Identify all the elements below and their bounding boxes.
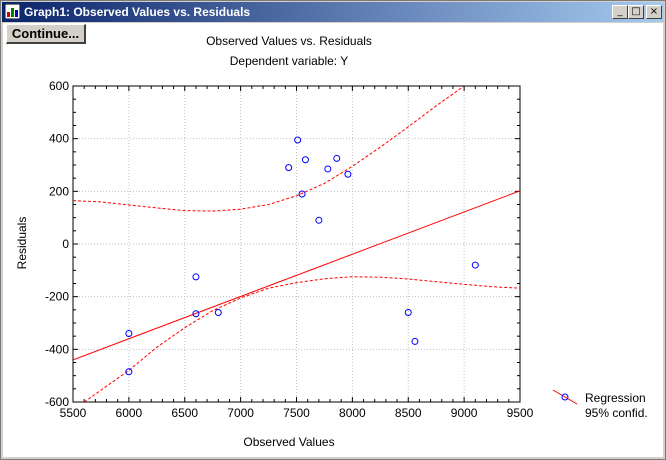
data-point [294,136,302,144]
title-bar[interactable]: Graph1: Observed Values vs. Residuals _ … [2,2,664,22]
y-tick-label: -600 [45,395,69,409]
app-chart-icon [5,4,20,19]
close-button[interactable]: × [646,5,662,19]
data-point [214,308,222,316]
minimize-button[interactable]: _ [612,5,628,19]
legend-confidence-label: 95% confid. [585,406,648,420]
chart-subtitle: Dependent variable: Y [230,54,349,68]
data-point [344,170,352,178]
close-icon: × [649,6,659,17]
data-point [315,216,323,224]
regression-line [73,190,520,361]
y-tick-label: 0 [62,237,69,251]
continue-button[interactable]: Continue... [6,24,86,44]
x-tick-label: 9500 [507,406,534,420]
y-axis-label: Residuals [15,217,29,270]
legend-regression-label: Regression [585,391,646,405]
data-point [125,368,133,376]
confidence-band-lower [83,276,520,402]
y-tick-label: 600 [49,79,69,93]
data-point [471,261,479,269]
legend-regression-line [552,389,578,405]
x-tick-label: 6500 [171,406,198,420]
legend-point-marker [561,393,569,401]
minimize-icon: _ [617,6,623,17]
data-point [298,190,306,198]
x-axis-label: Observed Values [243,435,334,449]
maximize-icon: □ [631,6,641,17]
confidence-band-upper [73,86,465,212]
x-tick-label: 7500 [283,406,310,420]
x-tick-label: 5500 [60,406,87,420]
window-title: Graph1: Observed Values vs. Residuals [24,5,251,19]
plot-frame [72,85,521,403]
y-tick-label: -400 [45,342,69,356]
data-point [192,310,200,318]
data-point [301,156,309,164]
x-tick-label: 9000 [451,406,478,420]
y-tick-label: 200 [49,184,69,198]
scatter-chart: Observed Values vs. Residuals Dependent … [15,34,648,449]
y-tick-label: -200 [45,290,69,304]
chart-title: Observed Values vs. Residuals [206,34,372,48]
data-point [411,337,419,345]
maximize-button[interactable]: □ [628,5,644,19]
data-point [324,165,332,173]
data-point [404,308,412,316]
x-tick-label: 8500 [395,406,422,420]
graph-area: Continue... Observed Values vs. Residual… [3,23,663,457]
legend: Regression 95% confid. [552,389,648,420]
data-point [333,154,341,162]
x-tick-label: 8000 [339,406,366,420]
y-tick-label: 400 [49,132,69,146]
data-point [285,164,293,172]
data-point [192,273,200,281]
x-tick-label: 6000 [116,406,143,420]
x-tick-label: 7000 [227,406,254,420]
data-point [125,330,133,338]
